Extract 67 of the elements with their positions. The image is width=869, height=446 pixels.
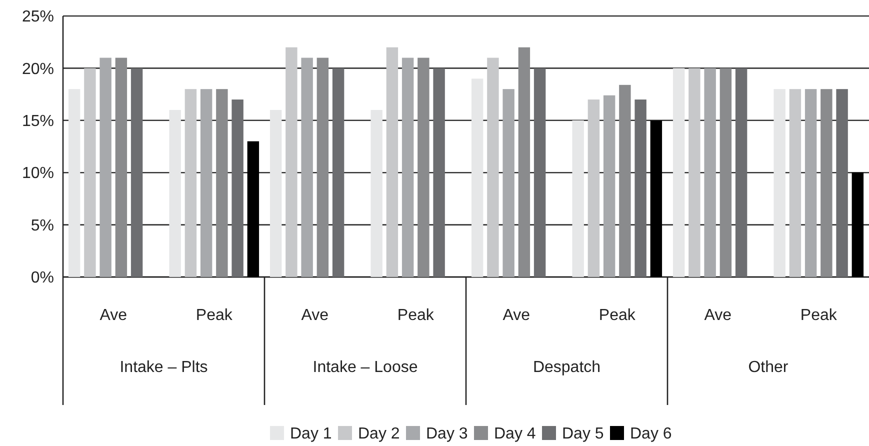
bar <box>820 89 832 277</box>
bar <box>774 89 786 277</box>
bar <box>418 58 430 277</box>
bar <box>184 89 197 277</box>
bar <box>68 89 80 277</box>
y-tick-label: 0% <box>30 270 54 287</box>
text: Intake – Loose <box>312 359 418 376</box>
bar <box>789 89 802 277</box>
bar <box>619 84 631 277</box>
bar <box>286 47 298 277</box>
bar <box>735 68 748 277</box>
x-tick-label: Ave <box>704 307 732 324</box>
text: Intake – Plts <box>120 359 208 376</box>
bar <box>704 68 716 277</box>
bar <box>115 58 128 277</box>
bar <box>471 78 484 277</box>
bar <box>402 58 414 277</box>
bar <box>247 141 260 277</box>
x-tick-label: Peak <box>800 307 838 324</box>
x-tick-label: Ave <box>301 307 329 324</box>
bar <box>301 58 313 277</box>
bar <box>720 68 732 277</box>
x-tick-label: Peak <box>598 307 636 324</box>
bar <box>487 58 499 277</box>
bar <box>852 172 864 277</box>
bar <box>200 89 212 277</box>
bar <box>688 68 700 277</box>
bar <box>588 100 600 277</box>
y-tick-label: 5% <box>30 217 54 234</box>
bar <box>502 89 514 277</box>
bar <box>270 110 282 277</box>
legend-label: Day 6 <box>630 426 672 443</box>
y-tick-label: 15% <box>22 113 54 130</box>
bar <box>169 110 181 277</box>
y-tick-label: 20% <box>22 60 54 78</box>
bar <box>804 89 817 277</box>
bar <box>672 68 685 277</box>
bar <box>370 110 382 277</box>
bar <box>100 58 112 277</box>
bar <box>232 100 244 277</box>
x-tick-label: Ave <box>502 307 530 324</box>
x-tick-label: Peak <box>397 307 435 324</box>
y-tick-label: 25% <box>22 8 54 26</box>
text: Other <box>748 359 789 376</box>
bar <box>216 89 228 277</box>
bar <box>433 68 445 277</box>
legend-label: Day 3 <box>426 426 468 443</box>
bar <box>836 89 848 277</box>
text: Despatch <box>532 359 601 376</box>
bar <box>386 47 398 277</box>
x-tick-label: Ave <box>100 307 128 324</box>
bar <box>603 95 616 277</box>
bar <box>84 68 96 277</box>
legend-label: Day 5 <box>562 426 604 443</box>
bar <box>634 100 646 277</box>
bar <box>572 120 584 277</box>
bar <box>316 58 329 277</box>
legend-label: Day 2 <box>358 426 400 443</box>
bar <box>534 68 546 277</box>
x-tick-label: Peak <box>196 307 234 324</box>
bar <box>650 120 662 277</box>
bar <box>332 68 344 277</box>
y-tick-label: 10% <box>22 165 54 182</box>
bar <box>518 47 530 277</box>
legend-label: Day 1 <box>290 426 332 443</box>
legend-label: Day 4 <box>494 426 536 443</box>
bar <box>130 68 143 277</box>
